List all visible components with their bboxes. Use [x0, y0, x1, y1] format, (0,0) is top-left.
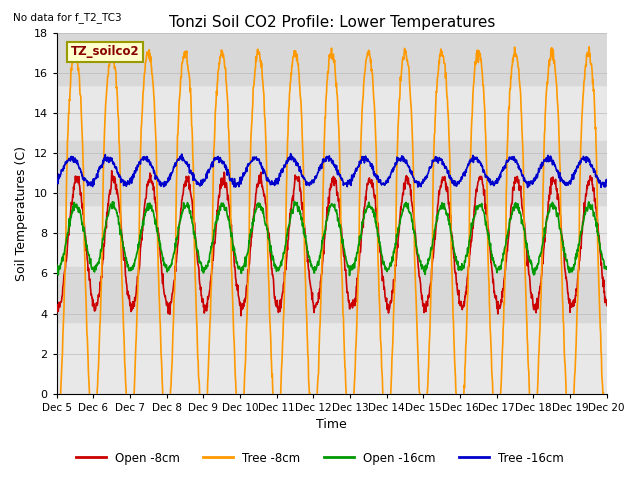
Text: TZ_soilco2: TZ_soilco2: [70, 45, 139, 58]
Bar: [57, 141, 607, 205]
Text: No data for f_T2_TC3: No data for f_T2_TC3: [13, 12, 122, 23]
X-axis label: Time: Time: [316, 419, 347, 432]
Title: Tonzi Soil CO2 Profile: Lower Temperatures: Tonzi Soil CO2 Profile: Lower Temperatur…: [168, 15, 495, 30]
Legend: Open -8cm, Tree -8cm, Open -16cm, Tree -16cm: Open -8cm, Tree -8cm, Open -16cm, Tree -…: [71, 447, 569, 469]
Bar: [57, 267, 607, 322]
Bar: [57, 33, 607, 85]
Y-axis label: Soil Temperatures (C): Soil Temperatures (C): [15, 146, 28, 281]
